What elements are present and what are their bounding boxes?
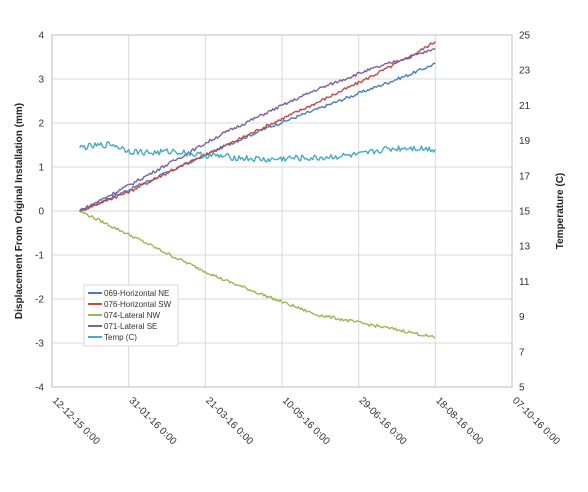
y-tick-label: 3 [38,75,44,86]
legend: 069-Horizontal NE 076-Horizontal SW 074-La… [83,284,179,347]
y2-tick-label: 9 [519,312,525,323]
y-axis-ticks: -4 -3 -2 -1 0 1 2 3 4 [35,31,44,394]
y2-tick-label: 13 [519,242,531,253]
y2-tick-label: 15 [519,207,531,218]
x-tick-label: 10-05-16 0:00 [280,395,332,447]
legend-label: 074-Lateral NW [104,311,160,320]
y2-tick-label: 23 [519,66,531,77]
y-tick-label: 1 [38,163,44,174]
plot-border [51,34,513,388]
y2-axis-title: Temperature (C) [555,173,566,250]
y2-tick-label: 7 [519,347,525,358]
y-tick-label: -1 [35,251,44,262]
x-tick-label: 07-10-16 0:00 [510,395,562,447]
y2-tick-label: 25 [519,31,531,42]
series-line [79,141,436,163]
x-tick-label: 12-12-15 0:00 [50,395,102,447]
y-axis-title: Displacement From Original Installation … [14,103,25,319]
y-tick-label: -4 [35,383,44,394]
x-tick-label: 29-06-16 0:00 [357,395,409,447]
y-tick-label: -2 [35,295,44,306]
legend-label: 076-Horizontal SW [104,300,172,309]
legend-label: 071-Lateral SE [104,322,157,331]
x-tick-label: 31-01-16 0:00 [127,395,179,447]
y2-tick-label: 5 [519,383,525,394]
y-tick-label: 4 [38,31,44,42]
y2-tick-label: 17 [519,171,531,182]
y-tick-label: 0 [38,207,44,218]
y2-tick-label: 21 [519,101,531,112]
y2-axis-ticks: 5 7 9 11 13 15 17 19 21 23 25 [519,31,531,394]
plot-area [51,34,513,388]
y2-tick-label: 19 [519,136,531,147]
legend-label: Temp (C) [104,333,137,342]
x-tick-label: 18-08-16 0:00 [433,395,485,447]
x-axis-ticks: 12-12-15 0:00 31-01-16 0:00 21-03-16 0:00 1… [50,395,562,447]
legend-label: 069-Horizontal NE [104,289,169,298]
y-tick-label: 2 [38,119,44,130]
grid-lines [51,34,513,388]
x-tick-label: 21-03-16 0:00 [203,395,255,447]
series-line [79,48,436,212]
series-line [79,41,436,213]
y-tick-label: -3 [35,339,44,350]
series-lines [79,41,436,339]
series-line [79,62,436,212]
y2-tick-label: 11 [519,277,530,288]
series-line [79,210,436,339]
